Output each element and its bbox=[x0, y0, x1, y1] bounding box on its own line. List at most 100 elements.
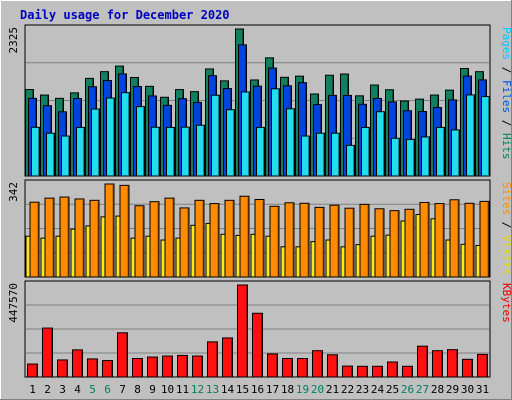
panel-ymax-label: 342 bbox=[7, 182, 20, 202]
bar-sites-day-26 bbox=[404, 208, 415, 278]
bar-pages-day-15 bbox=[241, 91, 250, 177]
panel-legend-label: KBytes bbox=[500, 283, 512, 323]
panel-hits-files-pages: 2325 Pages / Files / Hits bbox=[7, 24, 512, 177]
panel-legend-label: Sites / Visits bbox=[500, 182, 512, 275]
legend-entry: KBytes bbox=[500, 283, 512, 323]
bar-kbytes-day-1 bbox=[27, 363, 38, 378]
bar-pages-day-16 bbox=[256, 126, 265, 177]
bar-pages-day-13 bbox=[211, 94, 220, 177]
bar-sites-day-20 bbox=[314, 206, 325, 278]
x-tick-label-day-9: 9 bbox=[149, 383, 156, 396]
bar-pages-day-20 bbox=[316, 132, 325, 177]
bar-kbytes-day-20 bbox=[312, 350, 323, 378]
bar-pages-day-30 bbox=[466, 94, 475, 177]
series-sites bbox=[29, 183, 490, 278]
bar-kbytes-day-23 bbox=[357, 365, 368, 378]
panel-sites-visits: 342 Sites / Visits bbox=[7, 179, 512, 278]
bar-pages-day-19 bbox=[301, 135, 310, 177]
bar-sites-day-1 bbox=[29, 201, 40, 278]
panel-kbytes: 447570 KBytes bbox=[7, 280, 512, 378]
bar-pages-day-17 bbox=[271, 88, 280, 177]
bar-kbytes-day-3 bbox=[57, 359, 68, 378]
bar-sites-day-3 bbox=[59, 196, 70, 278]
bar-sites-day-12 bbox=[194, 199, 205, 278]
bar-pages-day-10 bbox=[166, 126, 175, 177]
bar-sites-day-18 bbox=[284, 202, 295, 278]
x-tick-label-day-30: 30 bbox=[461, 383, 474, 396]
bar-sites-day-31 bbox=[479, 200, 490, 278]
x-tick-label-day-16: 16 bbox=[251, 383, 264, 396]
bar-kbytes-day-11 bbox=[177, 354, 188, 378]
bar-kbytes-day-25 bbox=[387, 361, 398, 378]
bar-pages-day-3 bbox=[61, 135, 70, 177]
bar-sites-day-16 bbox=[254, 199, 265, 278]
bar-sites-day-13 bbox=[209, 203, 220, 278]
bar-sites-day-27 bbox=[419, 201, 430, 278]
x-tick-label-day-27: 27 bbox=[416, 383, 429, 396]
bar-kbytes-day-30 bbox=[462, 358, 473, 378]
bar-kbytes-day-31 bbox=[477, 353, 488, 378]
bar-pages-day-4 bbox=[76, 126, 85, 177]
bar-pages-day-26 bbox=[406, 139, 415, 177]
bar-sites-day-5 bbox=[89, 199, 100, 278]
x-tick-label-day-3: 3 bbox=[59, 383, 66, 396]
x-tick-label-day-14: 14 bbox=[221, 383, 235, 396]
bar-pages-day-11 bbox=[181, 126, 190, 177]
x-tick-label-day-28: 28 bbox=[431, 383, 444, 396]
bar-kbytes-day-24 bbox=[372, 365, 383, 378]
bar-sites-day-19 bbox=[299, 202, 310, 278]
x-tick-label-day-6: 6 bbox=[104, 383, 111, 396]
x-tick-label-day-19: 19 bbox=[296, 383, 309, 396]
bar-pages-day-8 bbox=[136, 106, 145, 177]
bar-sites-day-11 bbox=[179, 207, 190, 278]
x-tick-label-day-17: 17 bbox=[266, 383, 279, 396]
legend-entry: / bbox=[500, 60, 512, 80]
x-tick-label-day-4: 4 bbox=[74, 383, 81, 396]
bar-sites-day-7 bbox=[119, 184, 130, 278]
bar-kbytes-day-26 bbox=[402, 365, 413, 378]
chart-title: Daily usage for December 2020 bbox=[20, 8, 230, 22]
x-tick-label-day-18: 18 bbox=[281, 383, 294, 396]
x-axis-tick-labels: 1 2 3 4 5 6 7 8 9 10 11 12 13 14 15 16 17 18 19 20 21 22 23 24 2… bbox=[29, 383, 489, 396]
bar-pages-day-14 bbox=[226, 109, 235, 177]
bar-sites-day-4 bbox=[74, 198, 85, 278]
bar-sites-day-25 bbox=[389, 210, 400, 278]
legend-entry: / bbox=[500, 113, 512, 133]
bar-kbytes-day-13 bbox=[207, 341, 218, 378]
bar-sites-day-24 bbox=[374, 208, 385, 278]
x-tick-label-day-29: 29 bbox=[446, 383, 459, 396]
bar-pages-day-18 bbox=[286, 108, 295, 177]
bar-sites-day-23 bbox=[359, 203, 370, 278]
x-tick-label-day-22: 22 bbox=[341, 383, 354, 396]
bar-pages-day-5 bbox=[91, 108, 100, 177]
bar-sites-day-30 bbox=[464, 202, 475, 278]
bar-sites-day-28 bbox=[434, 203, 445, 278]
bar-pages-day-24 bbox=[376, 111, 385, 177]
x-tick-label-day-11: 11 bbox=[176, 383, 189, 396]
bar-kbytes-day-8 bbox=[132, 358, 143, 378]
legend-entry: Files bbox=[500, 80, 512, 113]
bar-kbytes-day-15 bbox=[237, 284, 248, 378]
bar-kbytes-day-29 bbox=[447, 349, 458, 378]
x-tick-label-day-15: 15 bbox=[236, 383, 249, 396]
panel-legend-label: Pages / Files / Hits bbox=[500, 27, 512, 160]
bar-kbytes-day-10 bbox=[162, 355, 173, 378]
bar-kbytes-day-22 bbox=[342, 365, 353, 378]
bar-kbytes-day-17 bbox=[267, 353, 278, 378]
bar-kbytes-day-7 bbox=[117, 332, 128, 378]
bar-pages-day-7 bbox=[121, 92, 130, 177]
bar-kbytes-day-12 bbox=[192, 355, 203, 378]
x-tick-label-day-31: 31 bbox=[476, 383, 489, 396]
bar-pages-day-2 bbox=[46, 132, 55, 177]
bar-sites-day-2 bbox=[44, 197, 55, 278]
bar-sites-day-6 bbox=[104, 183, 115, 278]
bar-sites-day-8 bbox=[134, 205, 145, 278]
bar-pages-day-29 bbox=[451, 129, 460, 177]
bar-sites-day-29 bbox=[449, 199, 460, 278]
legend-entry: Visits bbox=[500, 235, 512, 275]
panel-ymax-label: 447570 bbox=[7, 283, 20, 323]
bar-sites-day-17 bbox=[269, 205, 280, 278]
x-tick-label-day-1: 1 bbox=[29, 383, 36, 396]
x-tick-label-day-12: 12 bbox=[191, 383, 204, 396]
bar-kbytes-day-27 bbox=[417, 345, 428, 378]
